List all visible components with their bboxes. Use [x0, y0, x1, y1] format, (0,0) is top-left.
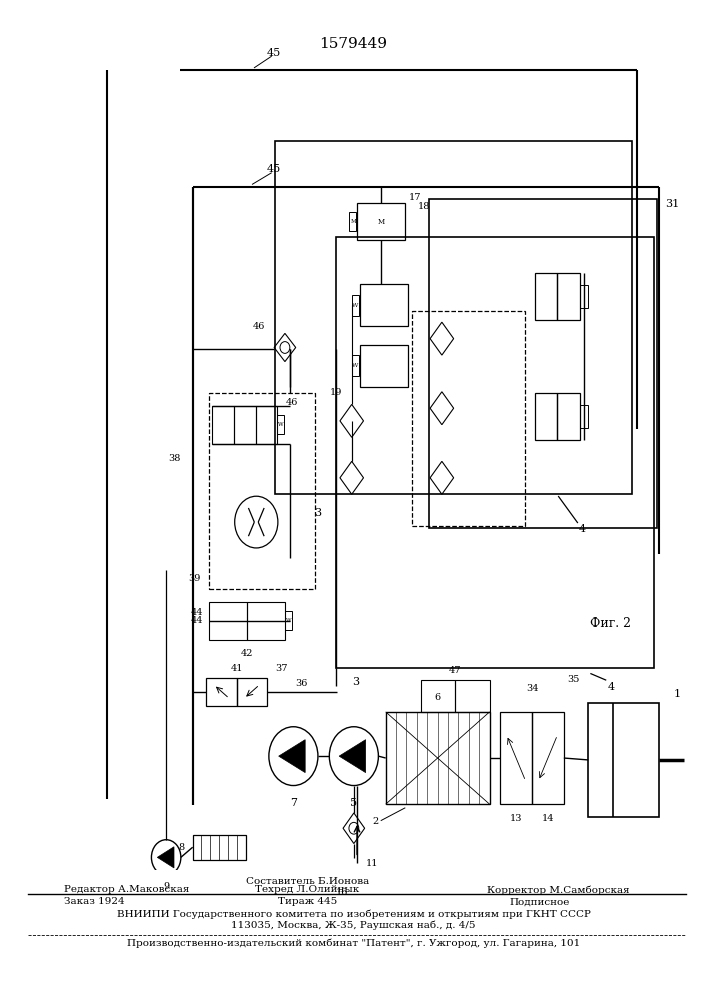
Text: 113035, Москва, Ж-35, Раушская наб., д. 4/5: 113035, Москва, Ж-35, Раушская наб., д. … — [231, 920, 476, 930]
Text: 39: 39 — [188, 574, 201, 583]
Bar — [580, 405, 588, 428]
Bar — [274, 141, 632, 494]
Text: W: W — [286, 618, 291, 623]
Bar — [429, 199, 658, 528]
Bar — [256, 406, 278, 444]
Text: 3: 3 — [314, 508, 322, 518]
Text: 6: 6 — [435, 693, 440, 702]
Text: 16: 16 — [336, 888, 349, 897]
Bar — [336, 237, 654, 668]
Bar — [247, 602, 285, 640]
Text: 19: 19 — [330, 388, 343, 397]
Text: W: W — [278, 422, 284, 427]
Text: 4: 4 — [608, 682, 615, 692]
Bar — [237, 678, 267, 706]
Text: 38: 38 — [168, 454, 181, 463]
Text: W: W — [352, 303, 358, 308]
Text: 36: 36 — [295, 679, 308, 688]
Text: Фиг. 2: Фиг. 2 — [590, 617, 631, 630]
Text: M: M — [350, 219, 356, 224]
Text: 17: 17 — [409, 193, 421, 202]
Text: 44: 44 — [191, 616, 204, 625]
Text: 31: 31 — [665, 199, 679, 209]
Bar — [501, 712, 532, 804]
Bar — [558, 393, 580, 440]
Text: 41: 41 — [230, 664, 243, 673]
Text: 13: 13 — [510, 814, 522, 823]
Text: 1: 1 — [673, 689, 681, 699]
Text: W: W — [352, 363, 358, 368]
Bar — [352, 355, 359, 376]
Text: 35: 35 — [567, 675, 580, 684]
Text: Подписное: Подписное — [509, 898, 569, 906]
Bar — [386, 712, 489, 804]
Text: M: M — [378, 218, 385, 226]
Bar — [209, 602, 247, 640]
Bar — [212, 406, 234, 444]
Text: 34: 34 — [526, 684, 538, 693]
Text: 4: 4 — [579, 524, 586, 534]
Bar — [352, 295, 359, 316]
Text: 45: 45 — [267, 48, 281, 58]
Bar — [455, 680, 489, 712]
Bar — [412, 311, 525, 526]
Bar — [193, 835, 246, 860]
Text: 46: 46 — [286, 398, 298, 407]
Text: 3: 3 — [352, 677, 359, 687]
Bar — [357, 203, 405, 240]
Bar — [535, 393, 558, 440]
Text: 9: 9 — [163, 882, 169, 891]
Text: 37: 37 — [275, 664, 288, 673]
Bar — [285, 611, 292, 630]
Text: 14: 14 — [542, 814, 554, 823]
Bar — [580, 285, 588, 308]
Text: 1579449: 1579449 — [320, 37, 387, 51]
Text: Заказ 1924: Заказ 1924 — [64, 898, 124, 906]
Bar — [361, 284, 408, 326]
Bar — [206, 678, 237, 706]
Bar — [349, 212, 356, 231]
Text: 2: 2 — [373, 817, 379, 826]
Text: 42: 42 — [240, 649, 253, 658]
Text: Редактор А.Маковская: Редактор А.Маковская — [64, 886, 189, 894]
Text: 5: 5 — [350, 798, 358, 808]
Text: Техред Л.Олийнык: Техред Л.Олийнык — [255, 886, 360, 894]
Bar — [361, 345, 408, 387]
Text: 8: 8 — [179, 843, 185, 852]
Text: 45: 45 — [267, 164, 281, 174]
Polygon shape — [339, 740, 366, 773]
Text: Составитель Б.Ионова: Составитель Б.Ионова — [246, 878, 369, 886]
Text: 47: 47 — [449, 666, 462, 675]
Bar — [421, 680, 455, 712]
Bar — [535, 273, 558, 320]
Text: 7: 7 — [290, 798, 297, 808]
Text: Тираж 445: Тираж 445 — [278, 898, 337, 906]
Polygon shape — [158, 847, 174, 868]
Text: 46: 46 — [253, 322, 265, 331]
Text: 11: 11 — [366, 859, 378, 868]
Text: 18: 18 — [419, 202, 431, 211]
Text: 44: 44 — [191, 608, 204, 617]
Text: Корректор М.Самборская: Корректор М.Самборская — [487, 885, 630, 895]
Text: ВНИИПИ Государственного комитета по изобретениям и открытиям при ГКНТ СССР: ВНИИПИ Государственного комитета по изоб… — [117, 909, 590, 919]
Bar — [558, 273, 580, 320]
Bar — [278, 415, 284, 434]
Bar — [209, 393, 315, 589]
Text: Производственно-издательский комбинат "Патент", г. Ужгород, ул. Гагарина, 101: Производственно-издательский комбинат "П… — [127, 938, 580, 948]
Bar — [588, 703, 660, 817]
Bar — [532, 712, 564, 804]
Polygon shape — [279, 740, 305, 773]
Bar — [234, 406, 256, 444]
